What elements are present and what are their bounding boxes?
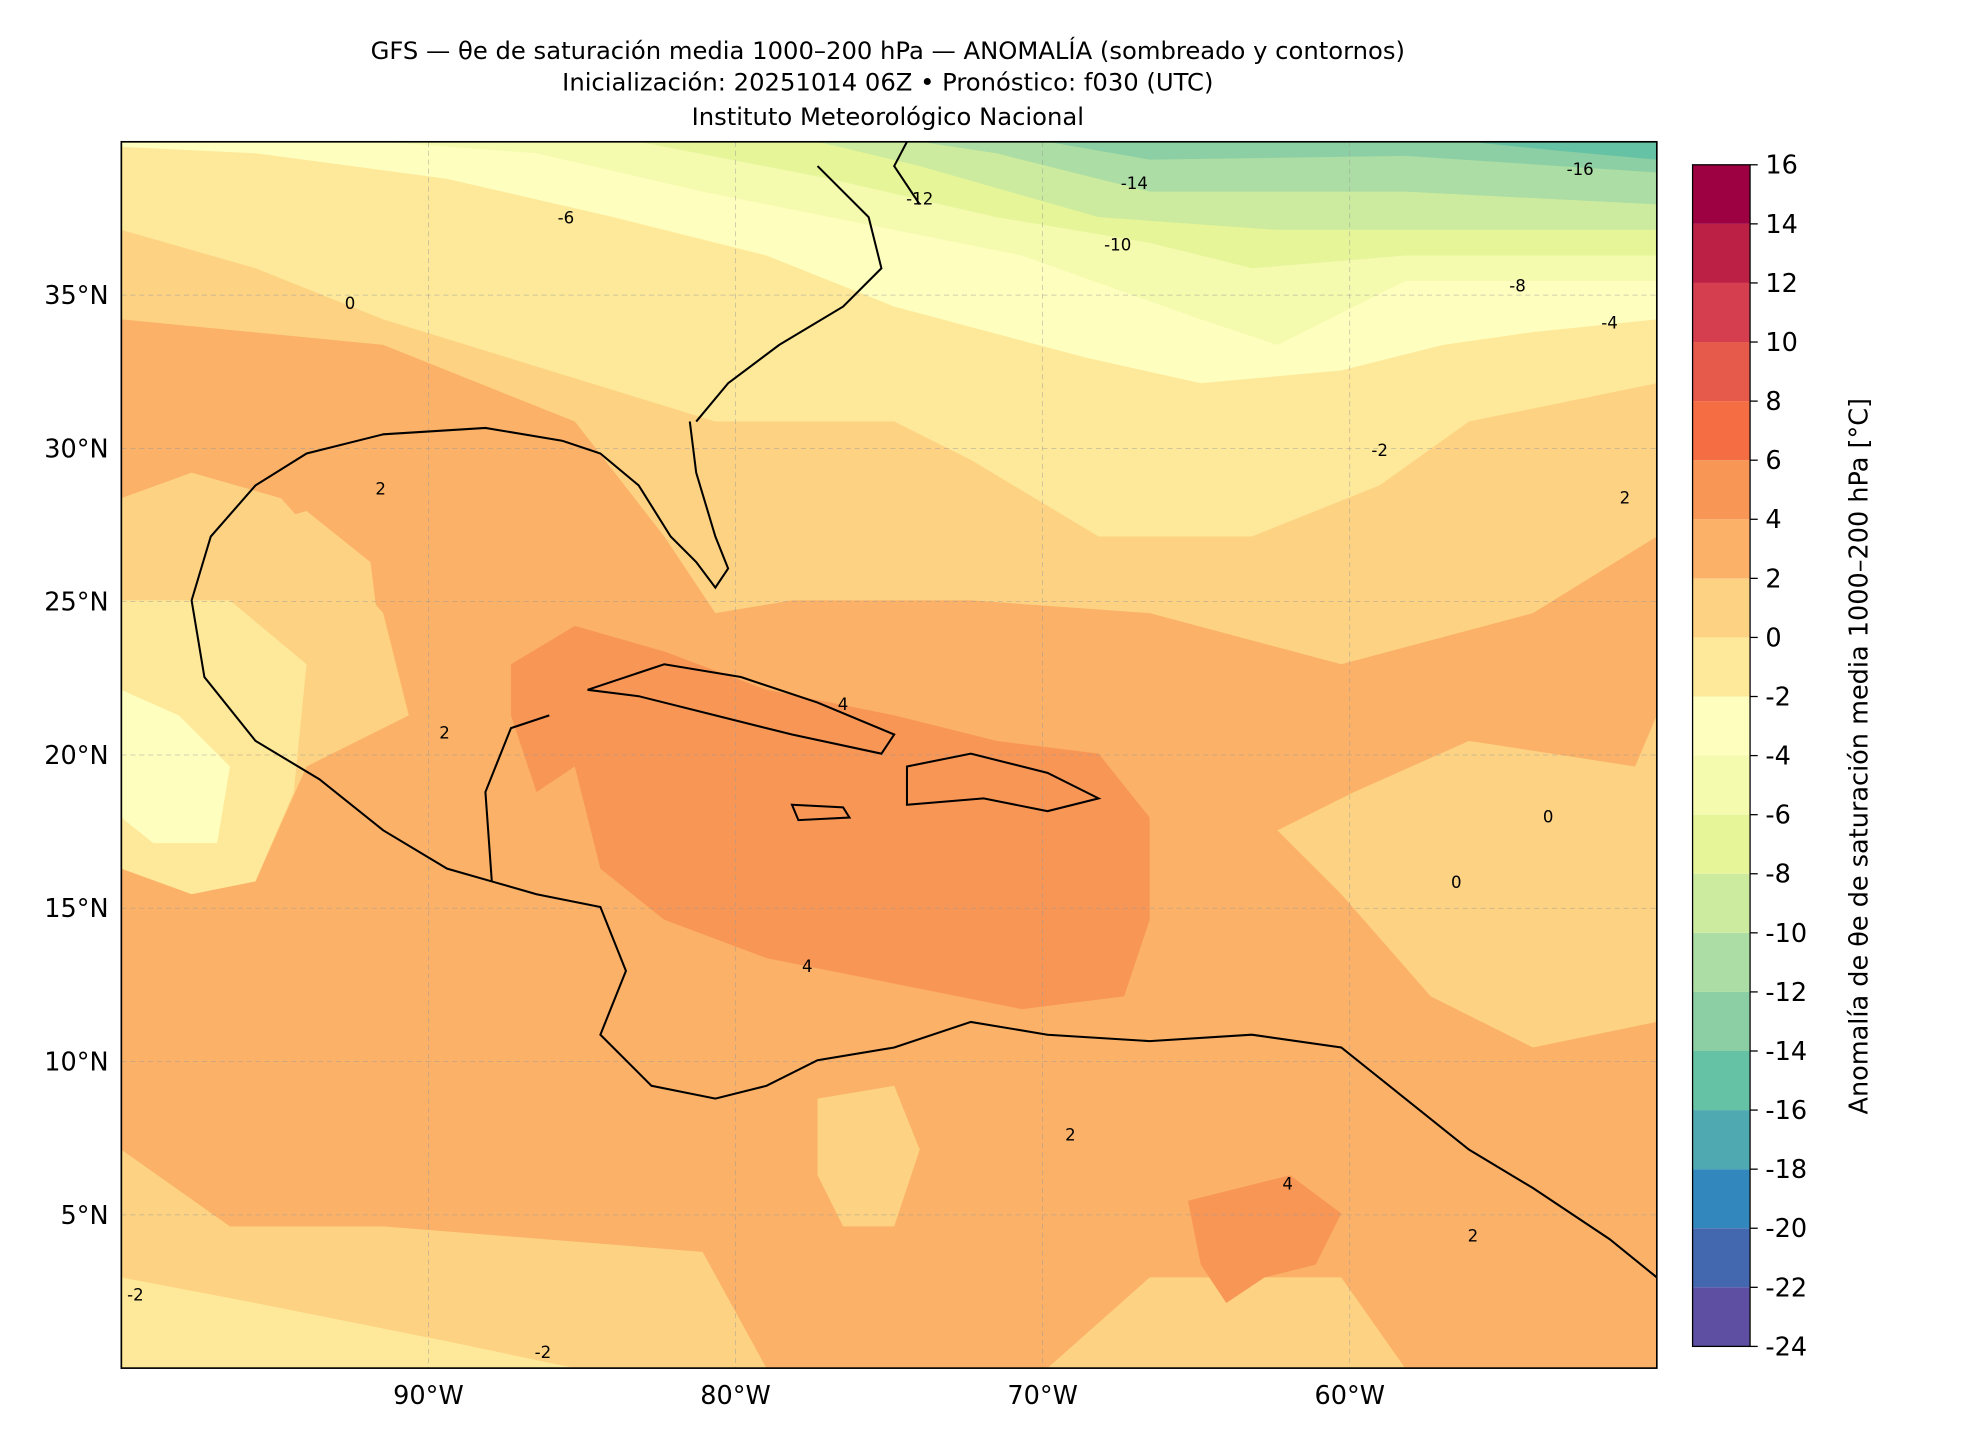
coast-east xyxy=(695,141,921,423)
x-tick-label: 70°W xyxy=(1007,1381,1078,1411)
title-line: Inicialización: 20251014 06Z • Pronóstic… xyxy=(562,68,1213,97)
coast-gulf xyxy=(190,426,563,883)
coast-hispaniola xyxy=(905,752,1102,813)
contour-label: -10 xyxy=(1104,235,1131,254)
contour-label: 2 xyxy=(1468,1227,1479,1246)
colorbar-tick-label: 14 xyxy=(1765,210,1798,240)
coastlines xyxy=(190,141,1657,1279)
colorbar-segment xyxy=(1692,755,1751,815)
x-tick-label: 60°W xyxy=(1314,1381,1385,1411)
colorbar-tick-label: -2 xyxy=(1765,682,1790,712)
title-line: GFS — θe de saturación media 1000–200 hP… xyxy=(371,36,1405,65)
colorbar-tick-label: 16 xyxy=(1765,151,1798,181)
coast-south xyxy=(491,880,1657,1279)
contour-label: -2 xyxy=(127,1285,144,1304)
colorbar-tick-label: 0 xyxy=(1765,623,1781,653)
colorbar-tick-label: -20 xyxy=(1765,1214,1807,1244)
coast-cuba xyxy=(587,663,896,755)
colorbar-segment xyxy=(1692,223,1751,283)
coast-florida xyxy=(561,421,730,590)
contour-label: 2 xyxy=(439,723,450,742)
contour-label: -4 xyxy=(1601,313,1618,332)
contour-label: 0 xyxy=(345,294,356,313)
y-tick-label: 15°N xyxy=(44,894,108,924)
colorbar-tick-label: 2 xyxy=(1765,564,1781,594)
colorbar-tick-label: -18 xyxy=(1765,1155,1807,1185)
contour-label: 4 xyxy=(1282,1174,1293,1193)
colorbar-segment xyxy=(1692,519,1751,579)
x-tick-label: 90°W xyxy=(393,1381,464,1411)
colorbar-segment xyxy=(1692,873,1751,933)
colorbar-tick-label: 8 xyxy=(1765,387,1781,417)
contour-label: -16 xyxy=(1567,160,1594,179)
contour-label: 4 xyxy=(838,695,849,714)
colorbar-segment xyxy=(1692,814,1751,874)
contour-label: -12 xyxy=(906,189,933,208)
colorbar-segment xyxy=(1692,578,1751,638)
coast-jamaica xyxy=(790,803,852,822)
colorbar-tick-label: -6 xyxy=(1765,801,1790,831)
map-area xyxy=(121,141,1657,1369)
contour-label: 4 xyxy=(802,957,813,976)
colorbar-tick-label: 10 xyxy=(1765,328,1798,358)
colorbar-segment xyxy=(1692,1110,1751,1170)
contour-label: -8 xyxy=(1509,276,1526,295)
colorbar-segment xyxy=(1692,1050,1751,1111)
colorbar-tick-label: -14 xyxy=(1765,1037,1807,1067)
shade-region xyxy=(121,1277,575,1369)
shade-region xyxy=(1047,141,1657,173)
y-tick-label: 5°N xyxy=(60,1201,108,1231)
contour-label: -2 xyxy=(535,1343,552,1362)
shade-region xyxy=(1188,1175,1342,1303)
colorbar-segment xyxy=(1692,696,1751,756)
contour-label: 0 xyxy=(1543,808,1554,827)
coast-yucatan xyxy=(484,714,550,882)
colorbar-tick-label: -12 xyxy=(1765,978,1807,1008)
colorbar-segment xyxy=(1692,401,1751,461)
colorbar-tick-label: -16 xyxy=(1765,1096,1807,1126)
contour-label: -6 xyxy=(558,209,575,228)
colorbar-segment xyxy=(1692,1287,1751,1347)
colorbar-tick-label: 12 xyxy=(1765,269,1798,299)
colorbar-segment xyxy=(1692,991,1751,1051)
shade-region xyxy=(817,1085,920,1227)
colorbar-tick-label: -8 xyxy=(1765,860,1790,890)
colorbar-tick-label: -22 xyxy=(1765,1273,1807,1303)
colorbar: -24-22-20-18-16-14-12-10-8-6-4-202468101… xyxy=(1691,151,1807,1362)
shade-region xyxy=(1469,141,1657,160)
colorbar-segment xyxy=(1692,460,1751,520)
y-tick-label: 20°N xyxy=(44,741,108,771)
colorbar-segment xyxy=(1692,1169,1751,1229)
y-tick-label: 25°N xyxy=(44,588,108,618)
title-line: Instituto Meteorológico Nacional xyxy=(692,102,1084,131)
colorbar-segment xyxy=(1692,1228,1751,1288)
y-tick-label: 30°N xyxy=(44,434,108,464)
colorbar-tick-label: -24 xyxy=(1765,1332,1807,1362)
contour-label: -2 xyxy=(1371,441,1388,460)
colorbar-label: Anomalía de θe de saturación media 1000–… xyxy=(1845,398,1875,1115)
colorbar-tick-label: 6 xyxy=(1765,446,1781,476)
y-tick-label: 35°N xyxy=(44,281,108,311)
contour-label: 0 xyxy=(1451,873,1462,892)
contour-label: 2 xyxy=(1620,488,1631,507)
colorbar-tick-label: 4 xyxy=(1765,505,1781,535)
y-tick-label: 10°N xyxy=(44,1047,108,1077)
colorbar-segment xyxy=(1692,637,1751,697)
x-tick-label: 80°W xyxy=(700,1381,771,1411)
colorbar-segment xyxy=(1692,342,1751,402)
contour-label: -14 xyxy=(1121,174,1148,193)
contour-label: 2 xyxy=(1065,1126,1076,1145)
colorbar-tick-label: -10 xyxy=(1765,919,1807,949)
contour-label: 2 xyxy=(375,479,386,498)
map-frame xyxy=(120,140,1658,1369)
colorbar-tick-label: -4 xyxy=(1765,742,1790,772)
colorbar-segment xyxy=(1692,932,1751,992)
colorbar-segment xyxy=(1692,164,1751,224)
shade-region xyxy=(121,689,230,844)
colorbar-segment xyxy=(1692,282,1751,343)
